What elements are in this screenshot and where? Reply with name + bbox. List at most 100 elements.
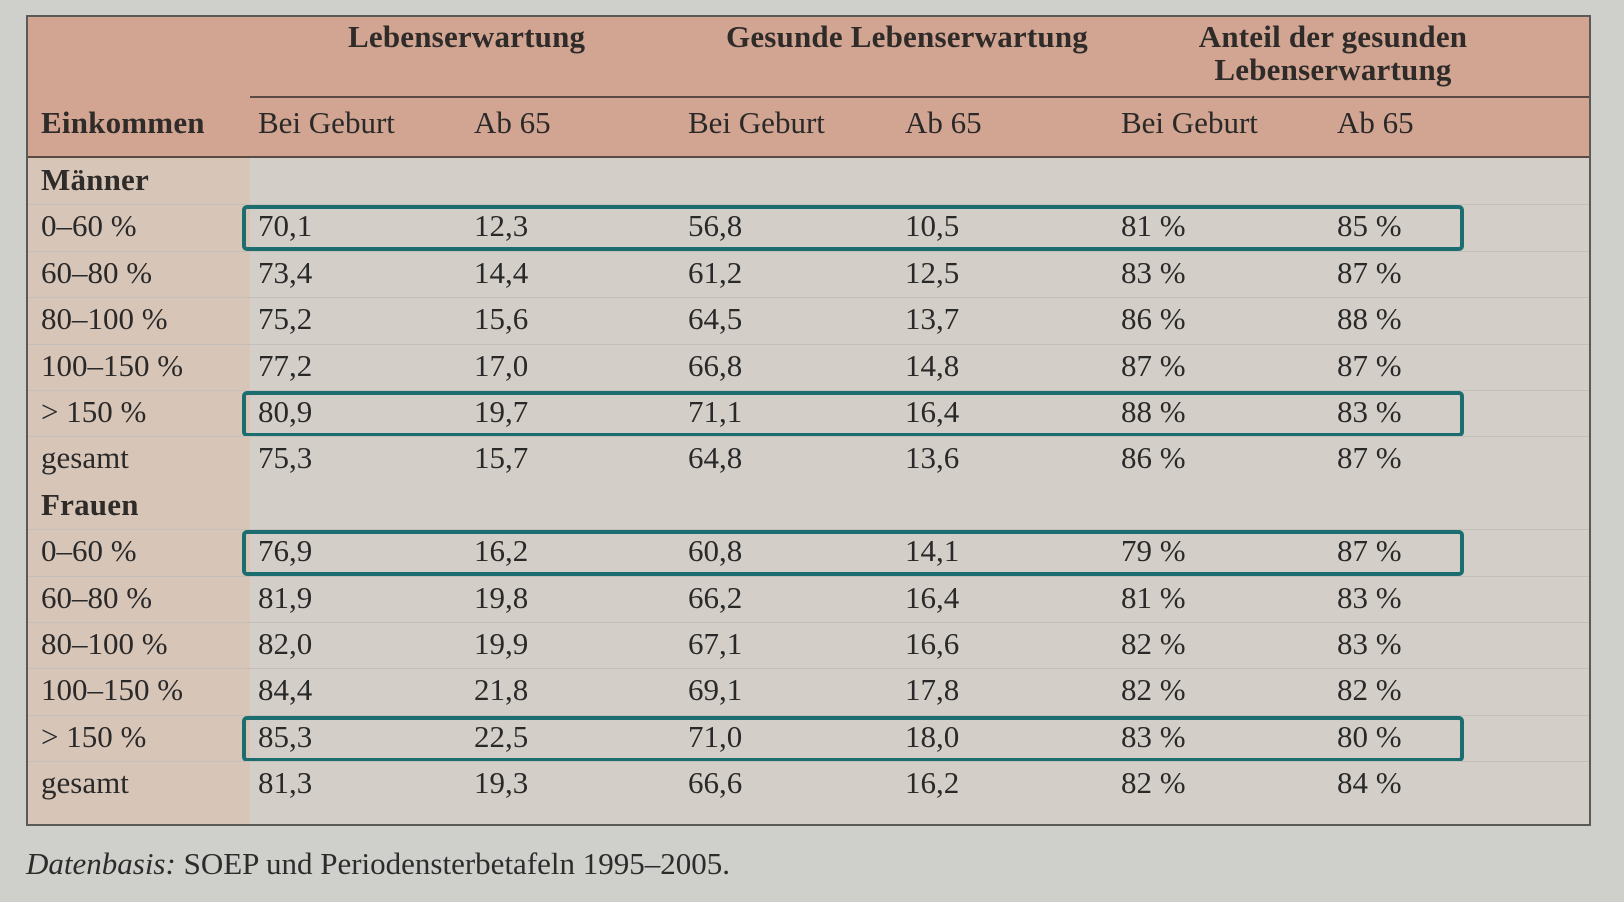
header-bottom-rule bbox=[28, 156, 1589, 158]
table-cell: 80,9 bbox=[258, 394, 313, 429]
column-subheader: Bei Geburt bbox=[688, 105, 825, 140]
table-cell: 18,0 bbox=[905, 719, 960, 754]
table-cell: 82 % bbox=[1121, 765, 1186, 800]
table-cell: 16,2 bbox=[905, 765, 960, 800]
table-cell: 81,3 bbox=[258, 765, 313, 800]
row-label: 100–150 % bbox=[41, 348, 184, 383]
column-subheader: Bei Geburt bbox=[258, 105, 395, 140]
table-cell: 13,7 bbox=[905, 301, 960, 336]
row-divider bbox=[28, 576, 1589, 577]
row-label: 60–80 % bbox=[41, 255, 153, 290]
table-cell: 80 % bbox=[1337, 719, 1402, 754]
table-cell: 21,8 bbox=[474, 672, 529, 707]
row-label: > 150 % bbox=[41, 719, 147, 754]
column-subheader: Ab 65 bbox=[1337, 105, 1414, 140]
table-cell: 67,1 bbox=[688, 626, 743, 661]
table-cell: 73,4 bbox=[258, 255, 313, 290]
source-text: SOEP und Periodensterbetafeln 1995–2005. bbox=[183, 846, 731, 881]
table-cell: 81 % bbox=[1121, 580, 1186, 615]
table-cell: 19,3 bbox=[474, 765, 529, 800]
highlight-box bbox=[242, 716, 1464, 762]
table-cell: 14,1 bbox=[905, 533, 960, 568]
table-cell: 19,7 bbox=[474, 394, 529, 429]
table-cell: 15,6 bbox=[474, 301, 529, 336]
table-cell: 22,5 bbox=[474, 719, 529, 754]
row-label: 80–100 % bbox=[41, 626, 168, 661]
row-divider bbox=[28, 668, 1589, 669]
row-divider bbox=[28, 344, 1589, 345]
table-cell: 75,2 bbox=[258, 301, 313, 336]
column-subheader: Ab 65 bbox=[905, 105, 982, 140]
table-cell: 75,3 bbox=[258, 440, 313, 475]
group-header-anteil-line1: Anteil der gesunden bbox=[1198, 19, 1468, 54]
table-cell: 17,8 bbox=[905, 672, 960, 707]
row-label: 60–80 % bbox=[41, 580, 153, 615]
table-cell: 64,5 bbox=[688, 301, 743, 336]
row-label: 0–60 % bbox=[41, 208, 137, 243]
table-cell: 88 % bbox=[1337, 301, 1402, 336]
table-cell: 16,6 bbox=[905, 626, 960, 661]
group-header-lebenserwartung: Lebenserwartung bbox=[348, 19, 586, 54]
group-header-gesunde-lebenserwartung: Gesunde Lebenserwartung bbox=[726, 19, 1088, 54]
table-cell: 70,1 bbox=[258, 208, 313, 243]
table-cell: 84,4 bbox=[258, 672, 313, 707]
row-divider bbox=[28, 761, 1589, 762]
row-divider bbox=[28, 251, 1589, 252]
column-subheader: Ab 65 bbox=[474, 105, 551, 140]
table-cell: 61,2 bbox=[688, 255, 743, 290]
source-label: Datenbasis: bbox=[26, 846, 176, 881]
table-cell: 13,6 bbox=[905, 440, 960, 475]
data-source-note: Datenbasis: SOEP und Periodensterbetafel… bbox=[26, 846, 730, 882]
table-cell: 60,8 bbox=[688, 533, 743, 568]
row-divider bbox=[28, 529, 1589, 530]
row-label-header: Einkommen bbox=[41, 105, 205, 140]
row-label: gesamt bbox=[41, 440, 129, 475]
table-cell: 87 % bbox=[1121, 348, 1186, 383]
table-cell: 56,8 bbox=[688, 208, 743, 243]
row-divider bbox=[28, 622, 1589, 623]
table-cell: 82 % bbox=[1121, 672, 1186, 707]
table-cell: 77,2 bbox=[258, 348, 313, 383]
section-title: Frauen bbox=[41, 486, 139, 522]
table-cell: 64,8 bbox=[688, 440, 743, 475]
table-cell: 87 % bbox=[1337, 533, 1402, 568]
row-divider bbox=[28, 436, 1589, 437]
table-cell: 85 % bbox=[1337, 208, 1402, 243]
table-cell: 19,8 bbox=[474, 580, 529, 615]
row-divider bbox=[28, 715, 1589, 716]
table-cell: 71,0 bbox=[688, 719, 743, 754]
table-cell: 83 % bbox=[1337, 626, 1402, 661]
table-cell: 19,9 bbox=[474, 626, 529, 661]
table-cell: 17,0 bbox=[474, 348, 529, 383]
row-label: 100–150 % bbox=[41, 672, 184, 707]
table-cell: 10,5 bbox=[905, 208, 960, 243]
table-cell: 71,1 bbox=[688, 394, 743, 429]
table-cell: 16,4 bbox=[905, 580, 960, 615]
table-cell: 66,2 bbox=[688, 580, 743, 615]
table-cell: 69,1 bbox=[688, 672, 743, 707]
table-cell: 66,8 bbox=[688, 348, 743, 383]
life-expectancy-table: Lebenserwartung Gesunde Lebenserwartung … bbox=[26, 15, 1591, 826]
table-cell: 84 % bbox=[1337, 765, 1402, 800]
row-label: 0–60 % bbox=[41, 533, 137, 568]
table-cell: 12,3 bbox=[474, 208, 529, 243]
table-cell: 82,0 bbox=[258, 626, 313, 661]
table-header bbox=[28, 17, 1589, 156]
table-cell: 82 % bbox=[1337, 672, 1402, 707]
table-cell: 83 % bbox=[1337, 394, 1402, 429]
table-cell: 82 % bbox=[1121, 626, 1186, 661]
table-cell: 15,7 bbox=[474, 440, 529, 475]
highlight-box bbox=[242, 391, 1464, 437]
column-subheader: Bei Geburt bbox=[1121, 105, 1258, 140]
header-divider bbox=[250, 96, 1589, 98]
table-cell: 14,4 bbox=[474, 255, 529, 290]
table-cell: 14,8 bbox=[905, 348, 960, 383]
table-cell: 87 % bbox=[1337, 348, 1402, 383]
table-cell: 86 % bbox=[1121, 301, 1186, 336]
table-cell: 86 % bbox=[1121, 440, 1186, 475]
table-cell: 81,9 bbox=[258, 580, 313, 615]
row-divider bbox=[28, 390, 1589, 391]
highlight-box bbox=[242, 530, 1464, 576]
row-label: 80–100 % bbox=[41, 301, 168, 336]
table-cell: 66,6 bbox=[688, 765, 743, 800]
